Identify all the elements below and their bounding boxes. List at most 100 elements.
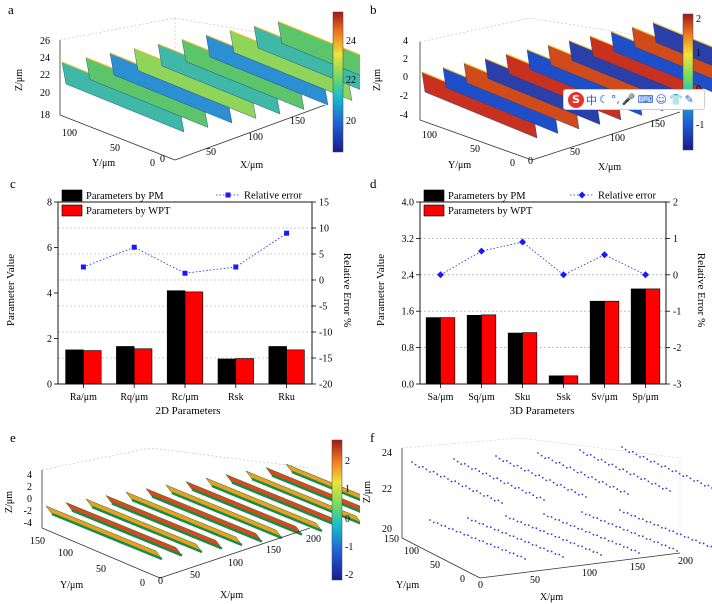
x-tick-label: Sp/μm xyxy=(632,392,659,403)
e-y-tick: 0 xyxy=(140,578,145,589)
scatter-point xyxy=(625,470,628,473)
f-ylabel: Y/μm xyxy=(396,580,419,591)
scatter-point xyxy=(478,470,481,473)
scatter-point xyxy=(612,485,615,488)
scatter-point xyxy=(554,535,557,538)
scatter-point xyxy=(593,456,596,459)
scatter-point xyxy=(429,519,431,521)
surface-ridge-flank xyxy=(291,470,360,502)
scatter-point xyxy=(481,472,484,475)
bar-wpt xyxy=(645,288,661,385)
mic-icon[interactable]: 🎤 xyxy=(621,93,636,106)
scatter-point xyxy=(581,511,583,513)
ime-mode-toggle[interactable]: 中 xyxy=(586,93,597,107)
scatter-point xyxy=(645,537,648,540)
f-y-tick: 0 xyxy=(460,574,465,585)
scatter-point xyxy=(457,482,460,485)
legend-swatch xyxy=(61,204,83,217)
bar-pm xyxy=(116,346,135,385)
scatter-point xyxy=(626,529,629,532)
wrench-icon[interactable]: ✎ xyxy=(684,93,694,106)
scatter-point xyxy=(527,469,530,472)
a-y-tick: 100 xyxy=(62,128,77,139)
scatter-point xyxy=(603,520,606,523)
e-y-tick: 100 xyxy=(58,548,73,559)
legend-label: Relative error xyxy=(598,191,657,202)
surface-ridge xyxy=(652,22,712,66)
scatter-point xyxy=(543,547,545,550)
scatter-point xyxy=(588,548,591,551)
scatter-point xyxy=(492,477,495,480)
f-xlabel: X/μm xyxy=(540,592,563,603)
scatter-point xyxy=(586,454,589,457)
scatter-point xyxy=(577,493,580,496)
scatter-point xyxy=(470,519,473,522)
panel-b-surface: 4 2 0 -2 -4 Z/μm 0 50 100 150 X/μm 100 5… xyxy=(372,13,712,173)
legend-label: Relative error xyxy=(244,191,303,202)
scatter-point xyxy=(497,529,500,532)
e-y-tick: 150 xyxy=(30,536,45,547)
scatter-point xyxy=(460,463,463,466)
scatter-point xyxy=(478,522,481,525)
a-z-tick: 18 xyxy=(40,110,50,121)
dot-icon[interactable]: °, xyxy=(610,93,620,106)
relative-error-point xyxy=(80,264,86,270)
panel-b-label: b xyxy=(370,2,377,17)
y2-tick-label: -3 xyxy=(673,380,681,391)
scatter-point xyxy=(505,459,508,462)
scatter-point xyxy=(516,555,519,557)
y2-tick-label: 15 xyxy=(319,198,329,209)
f-z-tick: 22 xyxy=(382,484,392,495)
scatter-point xyxy=(582,451,585,454)
scatter-point xyxy=(549,479,551,481)
scatter-point xyxy=(531,543,534,546)
scatter-point xyxy=(633,473,635,475)
scatter-point xyxy=(486,542,488,545)
scatter-point xyxy=(611,523,614,526)
scatter-point xyxy=(634,532,637,535)
scatter-point xyxy=(550,550,553,553)
a-cbar-tick: 24 xyxy=(346,36,356,47)
scatter-point xyxy=(454,480,457,483)
scatter-point xyxy=(495,455,497,457)
y2-tick-label: -1 xyxy=(673,307,681,318)
keyboard-icon[interactable]: ⌨ xyxy=(637,93,654,106)
person-icon[interactable]: ☺ xyxy=(655,93,667,106)
f-y-tick: 100 xyxy=(404,546,419,557)
scatter-point xyxy=(467,517,469,519)
shirt-icon[interactable]: 👕 xyxy=(668,93,683,106)
scatter-point xyxy=(520,538,523,541)
scatter-point xyxy=(607,522,610,525)
scatter-point xyxy=(516,537,519,540)
scatter-point xyxy=(512,518,515,520)
scatter-point xyxy=(489,475,491,477)
scatter-point xyxy=(493,545,496,548)
scatter-point xyxy=(496,477,499,480)
x-tick-label: Rsk xyxy=(228,392,244,403)
scatter-point xyxy=(517,486,520,489)
e-x-tick: 200 xyxy=(306,534,321,545)
ime-toolbar[interactable]: S 中 ☾ °, 🎤 ⌨ ☺ 👕 ✎ xyxy=(563,89,705,110)
moon-icon[interactable]: ☾ xyxy=(599,93,609,106)
relative-error-point xyxy=(182,270,188,276)
scatter-point xyxy=(607,539,610,542)
a-z-tick: 20 xyxy=(40,88,50,99)
scatter-point xyxy=(700,482,703,485)
legend-label: Parameters by PM xyxy=(448,191,526,202)
relative-error-line xyxy=(83,232,287,274)
scatter-point xyxy=(443,475,446,478)
scatter-point xyxy=(691,538,694,541)
scatter-point xyxy=(668,547,671,549)
scatter-point xyxy=(450,480,453,483)
scatter-point xyxy=(627,493,629,495)
scatter-point xyxy=(689,477,692,480)
f-x-tick: 150 xyxy=(630,562,645,573)
ime-logo-icon[interactable]: S xyxy=(568,91,584,108)
scatter-point xyxy=(592,516,595,519)
scatter-point xyxy=(502,460,505,463)
scatter-point xyxy=(660,526,663,529)
d-ylabel: Parameter Value xyxy=(375,254,387,326)
scatter-point xyxy=(539,496,542,499)
a-x-tick: 150 xyxy=(290,116,305,127)
scatter-point xyxy=(552,481,555,484)
